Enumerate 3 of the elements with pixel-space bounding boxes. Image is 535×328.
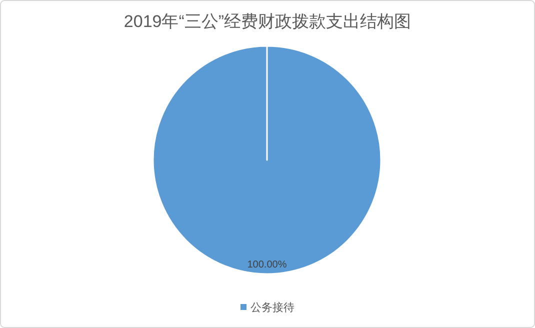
data-label: 100.00%: [247, 260, 287, 271]
chart-title: 2019年“三公”经费财政拨款支出结构图: [124, 12, 412, 31]
legend-label: 公务接待: [250, 300, 294, 314]
